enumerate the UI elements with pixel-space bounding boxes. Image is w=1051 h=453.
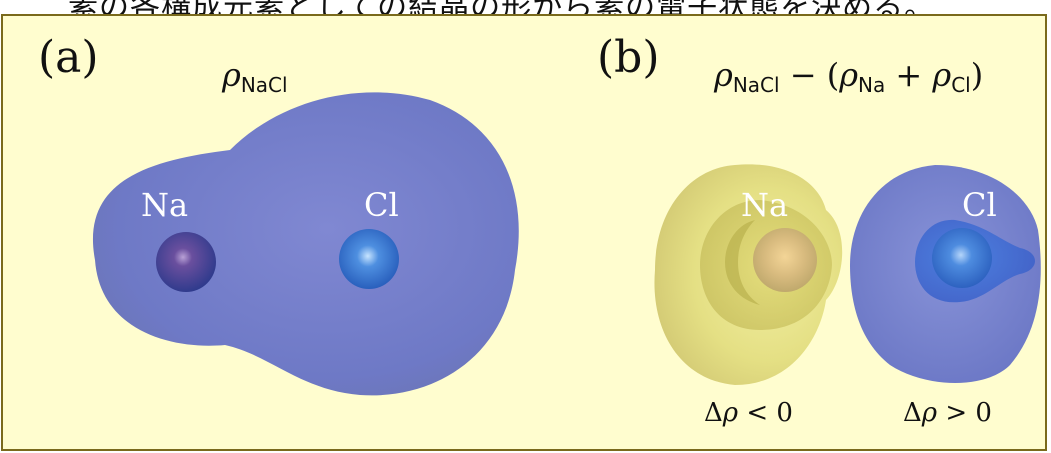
rho-symbol: ρ — [722, 398, 739, 428]
atom-na-sphere — [156, 232, 216, 292]
panel-b-label: (b) — [597, 32, 660, 83]
rho-subscript: NaCl — [732, 73, 780, 97]
panel-a-formula: ρNaCl — [222, 56, 288, 97]
density-isosurface-nacl — [92, 92, 519, 396]
plus-sign: + — [885, 56, 933, 94]
atom-na-core — [753, 228, 817, 292]
delta-rho-positive: Δρ > 0 — [903, 398, 992, 428]
atom-cl-core — [932, 228, 992, 288]
caption-strip: 素の各構成元素としての結晶の形から素の電子状態を決める。 — [0, 0, 1051, 14]
atom-cl-sphere — [339, 229, 399, 289]
atom-cl-label-b: Cl — [962, 186, 997, 224]
delta-rho-negative: Δρ < 0 — [704, 398, 793, 428]
rho-symbol: ρ — [222, 56, 241, 94]
delta-symbol: Δ — [903, 398, 922, 428]
atom-cl-label: Cl — [364, 186, 399, 224]
rho-symbol: ρ — [932, 56, 952, 94]
rho-subscript: NaCl — [240, 73, 288, 97]
relation: > 0 — [937, 398, 992, 428]
minus-open: − ( — [779, 56, 840, 94]
relation: < 0 — [738, 398, 793, 428]
rho-symbol: ρ — [921, 398, 938, 428]
panel-a-label: (a) — [38, 32, 99, 83]
rho-subscript: Na — [858, 73, 886, 97]
density-difference-inner-crescent — [725, 220, 760, 305]
atom-na-label: Na — [141, 186, 189, 224]
close-paren: ) — [970, 56, 984, 94]
rho-symbol: ρ — [714, 56, 733, 94]
panel-b-formula: ρNaCl − (ρNa + ρCl) — [714, 56, 983, 97]
atom-na-label-b: Na — [741, 186, 789, 224]
rho-subscript: Cl — [951, 73, 971, 97]
rho-symbol: ρ — [839, 56, 859, 94]
delta-symbol: Δ — [704, 398, 723, 428]
caption-text: 素の各構成元素としての結晶の形から素の電子状態を決める。 — [68, 0, 935, 14]
